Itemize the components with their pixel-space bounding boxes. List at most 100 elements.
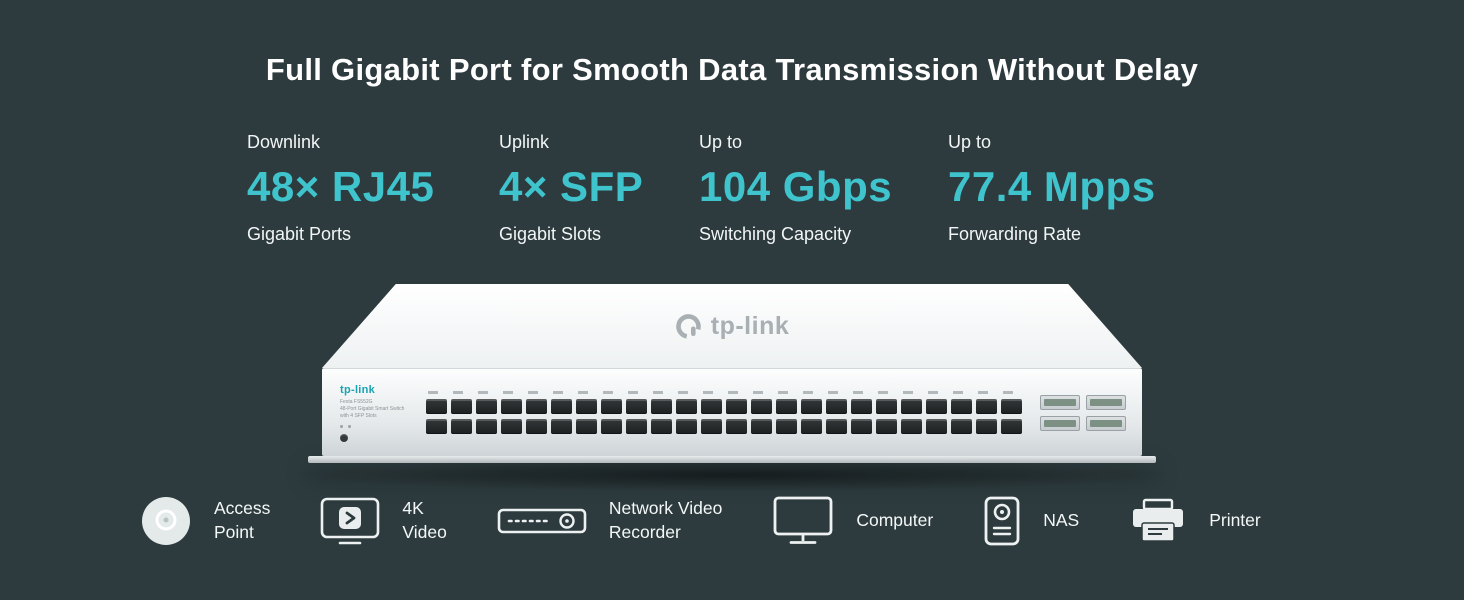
rj45-port [801, 419, 822, 434]
reset-button [340, 433, 348, 442]
stat-label: Up to [699, 132, 743, 152]
rj45-port [876, 419, 897, 434]
printer-icon [1133, 498, 1184, 542]
device-label: Computer [856, 510, 934, 531]
led-indicator [340, 424, 343, 428]
rj45-port [526, 419, 547, 434]
device-label: Network Video Recorder [608, 498, 723, 542]
sfp-slot [1040, 415, 1080, 431]
rj45-port [451, 399, 472, 414]
rj45-port [551, 419, 572, 434]
status-leds [340, 424, 426, 428]
led-indicator [348, 424, 351, 428]
stat-sub: Forwarding Rate [948, 224, 1082, 244]
nas-icon [984, 496, 1020, 546]
rj45-port [776, 419, 797, 434]
stat-forwarding-rate: Up to 77.4 Mpps Forwarding Rate [948, 132, 1188, 245]
device-row: Access Point 4K Video Network Video Reco… [140, 495, 1261, 547]
rj45-port [651, 419, 672, 434]
computer-icon [773, 496, 833, 544]
rj45-port [1001, 419, 1022, 434]
device-nas: NAS [983, 496, 1079, 546]
stat-value: 48× RJ45 [247, 163, 435, 210]
switch-front-left-block: tp-link Festa FS552G 48-Port Gigabit Sma… [334, 384, 426, 442]
rj45-port [626, 419, 647, 434]
4k-video-icon [321, 497, 380, 545]
device-access-point: Access Point [140, 495, 270, 547]
rj45-port [426, 399, 447, 414]
port-area [426, 391, 1028, 434]
rj45-port [701, 399, 722, 414]
rj45-port [951, 419, 972, 434]
rj45-port [451, 419, 472, 434]
rj45-port [851, 419, 872, 434]
rj45-port [701, 419, 722, 434]
switch-model-text: Festa FS552G 48-Port Gigabit Smart Switc… [340, 398, 405, 419]
device-label: 4K Video [402, 498, 447, 542]
stat-downlink: Downlink 48× RJ45 Gigabit Ports [247, 132, 499, 245]
rj45-port [851, 399, 872, 414]
rj45-port [951, 399, 972, 414]
rj45-port [601, 419, 622, 434]
rj45-port [626, 399, 647, 414]
page-title: Full Gigabit Port for Smooth Data Transm… [265, 52, 1199, 87]
rj45-port [476, 399, 497, 414]
rj45-port [751, 419, 772, 434]
rj45-port [501, 399, 522, 414]
rj45-port [751, 399, 772, 414]
stat-switching-capacity: Up to 104 Gbps Switching Capacity [699, 132, 948, 245]
device-4k-video: 4K Video [320, 497, 447, 545]
stat-value: 4× SFP [499, 163, 644, 210]
stat-label: Up to [948, 132, 992, 152]
rj45-port [726, 399, 747, 414]
switch-drop-shadow [282, 458, 1182, 492]
stat-value: 77.4 Mpps [948, 163, 1156, 210]
rj45-port [476, 419, 497, 434]
stat-uplink: Uplink 4× SFP Gigabit Slots [499, 132, 699, 245]
device-label: Printer [1209, 510, 1261, 531]
tp-link-logo: tp-link [675, 312, 790, 341]
switch-top-face: tp-link [322, 284, 1142, 368]
sfp-slot [1086, 394, 1126, 410]
rj45-port [426, 419, 447, 434]
port-grid [426, 399, 1028, 434]
rj45-port [926, 419, 947, 434]
rj45-port [826, 419, 847, 434]
stat-value: 104 Gbps [699, 163, 893, 210]
front-brand-logo: tp-link [340, 383, 376, 396]
rj45-port [826, 399, 847, 414]
sfp-slot [1040, 394, 1080, 410]
rj45-port [676, 419, 697, 434]
rj45-port [676, 399, 697, 414]
nvr-icon [497, 508, 587, 534]
switch-base [308, 456, 1156, 463]
rj45-port [976, 419, 997, 434]
stats-row: Downlink 48× RJ45 Gigabit Ports Uplink 4… [247, 132, 1188, 245]
sfp-slot [1086, 415, 1126, 431]
stat-sub: Gigabit Ports [247, 224, 352, 244]
tp-link-logo-icon [675, 313, 701, 339]
rj45-port [526, 399, 547, 414]
stat-label: Downlink [247, 132, 321, 152]
port-number-strip [428, 391, 1026, 394]
switch-product-image: tp-link tp-link Festa FS552G 48-Port Gig… [308, 284, 1156, 463]
rj45-port [601, 399, 622, 414]
stat-sub: Gigabit Slots [499, 224, 602, 244]
rj45-port [976, 399, 997, 414]
rj45-port [801, 399, 822, 414]
device-label: NAS [1043, 510, 1080, 531]
rj45-port [576, 419, 597, 434]
device-network-video-recorder: Network Video Recorder [497, 497, 723, 544]
stat-label: Uplink [499, 132, 550, 152]
rj45-port [576, 399, 597, 414]
rj45-port [551, 399, 572, 414]
device-computer: Computer [772, 496, 933, 546]
rj45-port [1001, 399, 1022, 414]
rj45-port [876, 399, 897, 414]
switch-front-panel: tp-link Festa FS552G 48-Port Gigabit Sma… [322, 368, 1142, 456]
stat-sub: Switching Capacity [699, 224, 852, 244]
rj45-port [776, 399, 797, 414]
sfp-grid [1040, 394, 1126, 431]
tp-link-logo-text: tp-link [710, 311, 790, 340]
